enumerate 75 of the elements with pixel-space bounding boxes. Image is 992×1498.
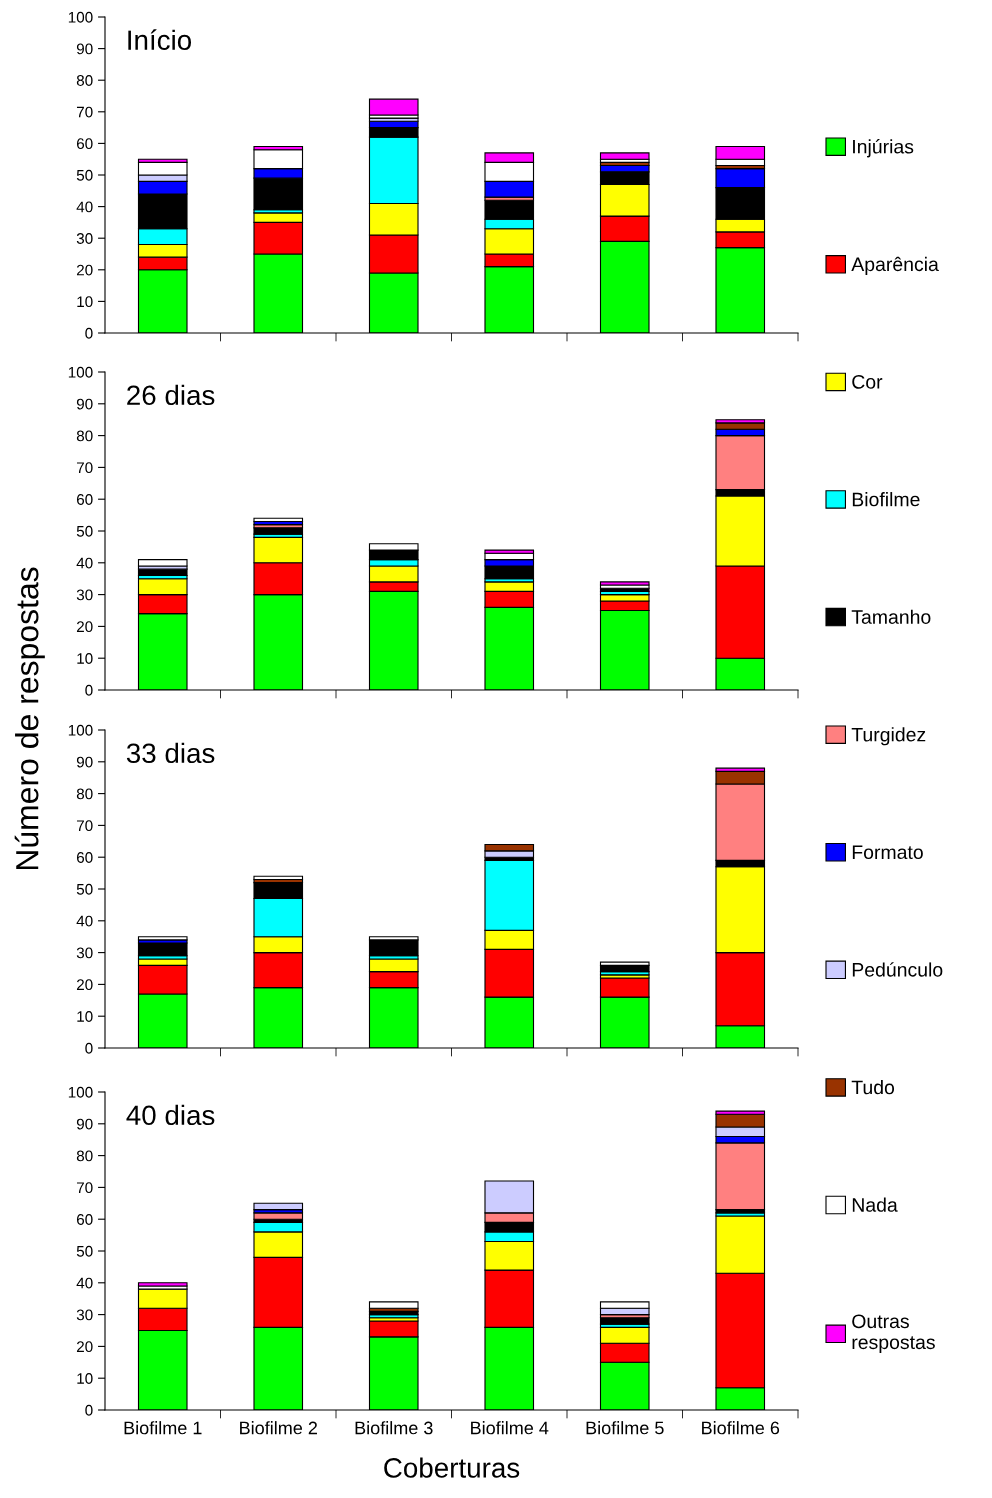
x-tick-label: Biofilme 3: [355, 1421, 433, 1435]
legend-label: Injúrias: [853, 139, 914, 158]
legend-label: Tudo: [851, 1079, 895, 1095]
y-tick-label: 20: [76, 621, 93, 633]
y-tick-label: 20: [76, 979, 93, 991]
y-tick-label: 80: [76, 75, 93, 86]
legend-label: Biofilme: [852, 492, 920, 507]
chart-title: 33 dias: [126, 742, 215, 764]
legend-label: Pedúnculo: [852, 962, 943, 977]
x-axis-title: Coberturas: [384, 1457, 520, 1478]
bar: [599, 152, 650, 160]
y-tick-label: 70: [76, 820, 93, 832]
y-tick-label: 10: [77, 296, 93, 308]
y-tick-label: 80: [76, 1150, 93, 1162]
x-tick-label: Biofilme 5: [586, 1421, 664, 1435]
bar: [253, 1202, 304, 1211]
y-tick-label: 80: [76, 788, 93, 800]
y-tick-label: 0: [85, 327, 93, 339]
legend-label: Turgidez: [851, 727, 926, 746]
bar: [368, 1301, 419, 1309]
chart-title: Início: [128, 29, 192, 51]
chart-title: 26 dias: [127, 384, 215, 406]
y-tick-label: 40: [76, 915, 93, 927]
y-tick-label: 100: [68, 1086, 93, 1098]
y-tick-label: 60: [76, 1214, 93, 1225]
y-tick-label: 90: [76, 43, 93, 55]
x-tick-label: Biofilme 6: [702, 1421, 780, 1435]
y-tick-label: 10: [77, 1011, 93, 1022]
y-tick-label: 40: [76, 1277, 93, 1289]
y-tick-label: 40: [76, 557, 93, 569]
y-tick-label: 100: [68, 11, 93, 23]
x-tick-label: Biofilme 2: [240, 1421, 317, 1435]
y-tick-label: 80: [76, 430, 93, 442]
y-tick-label: 50: [76, 525, 93, 537]
legend-label: Tamanho: [851, 609, 931, 624]
y-tick-label: 60: [76, 852, 93, 863]
y-tick-label: 70: [76, 106, 93, 118]
y-tick-label: 70: [76, 462, 93, 474]
legend-label: Outras respostas: [852, 1314, 935, 1353]
legend-label: Cor: [852, 374, 883, 389]
bar: [137, 559, 188, 567]
y-tick-label: 90: [76, 1118, 93, 1130]
legend-label: Nada: [852, 1197, 898, 1212]
y-tick-label: 20: [76, 1341, 93, 1353]
y-tick-label: 30: [76, 233, 93, 244]
y-tick-label: 10: [77, 1373, 93, 1384]
bar: [368, 98, 419, 116]
bar: [599, 1317, 650, 1325]
legend-label: Formato: [852, 845, 923, 860]
y-tick-label: 10: [77, 653, 93, 664]
y-tick-label: 100: [68, 366, 93, 378]
y-tick-label: 50: [76, 169, 93, 181]
bar: [253, 1212, 304, 1220]
y-tick-label: 60: [76, 494, 93, 505]
y-tick-label: 70: [76, 1182, 93, 1194]
y-tick-label: 90: [76, 756, 93, 768]
y-tick-label: 0: [85, 1404, 93, 1416]
chart-title: 40 dias: [126, 1104, 215, 1126]
y-tick-label: 60: [76, 138, 93, 150]
y-tick-label: 50: [76, 1245, 93, 1257]
x-tick-label: Biofilme 1: [124, 1421, 202, 1435]
y-tick-label: 30: [76, 1309, 93, 1321]
y-tick-label: 40: [76, 201, 93, 213]
y-axis-title: Número de respostas: [14, 567, 45, 870]
legend-label: Aparência: [851, 256, 939, 275]
y-tick-label: 20: [76, 264, 93, 276]
y-tick-label: 30: [76, 947, 93, 959]
y-tick-label: 0: [85, 684, 93, 696]
bar: [253, 527, 304, 535]
y-tick-label: 0: [85, 1042, 93, 1054]
y-tick-label: 50: [76, 883, 93, 895]
x-tick-label: Biofilme 4: [471, 1421, 549, 1435]
y-tick-label: 100: [68, 724, 93, 736]
y-tick-label: 90: [76, 398, 93, 410]
y-tick-label: 30: [76, 589, 93, 601]
